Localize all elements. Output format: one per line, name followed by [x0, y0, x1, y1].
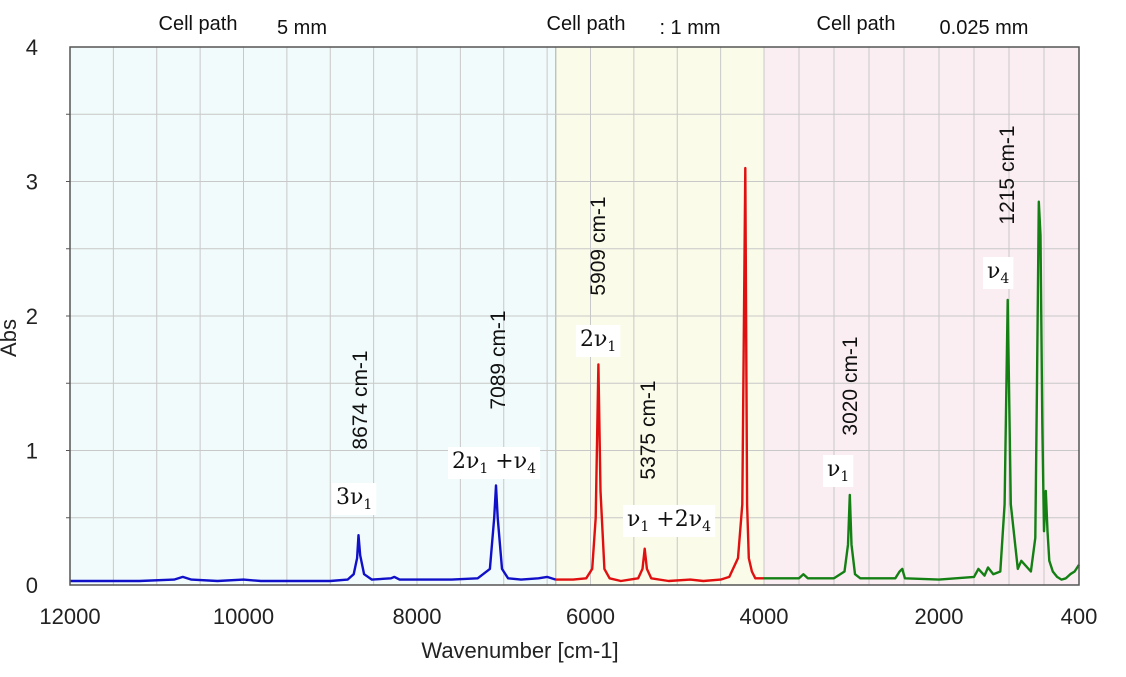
series-lines: [70, 166, 1081, 583]
series-line-2: [555, 166, 764, 583]
mode-label-background: [576, 325, 621, 357]
vibrational-mode-label: 3ν1: [336, 485, 372, 513]
mode-label-background: [448, 447, 541, 479]
mode-label-background: [332, 483, 377, 515]
mode-label-background: [983, 257, 1014, 289]
segment-label-1: Cell path: [159, 13, 238, 35]
segment-labels: Cell path 5 mm Cell path : 1 mm Cell path 0.0…: [159, 13, 1029, 39]
segment-path-value-1: 5 mm: [277, 17, 327, 39]
y-tick-label: 1: [26, 439, 38, 464]
x-tick-label: 2000: [915, 604, 964, 629]
x-tick-label: 400: [1061, 604, 1098, 629]
vibrational-mode-label: 2ν1 +ν4: [452, 449, 536, 477]
segment-label-2: Cell path: [547, 13, 626, 35]
series-line-3: [764, 200, 1081, 581]
y-tick-label: 2: [26, 304, 38, 329]
vibrational-mode-label: ν1: [827, 457, 849, 485]
plot-frame: [69, 46, 1080, 586]
x-axis-label: Wavenumber [cm-1]: [421, 638, 618, 663]
peak-wavenumber-label: 5909 cm-1: [587, 196, 610, 295]
peak-wavenumber-label: 5375 cm-1: [637, 380, 660, 479]
peak-wavenumber-label: 3020 cm-1: [839, 336, 862, 435]
vibrational-mode-label: 2ν1: [580, 327, 616, 355]
y-tick-label: 0: [26, 573, 38, 598]
y-axis-label: Abs: [0, 319, 21, 357]
x-tick-label: 10000: [213, 604, 274, 629]
mode-label-background: [623, 505, 716, 537]
peak-wavenumber-label: 1215 cm-1: [996, 125, 1019, 224]
segment-path-value-3: 0.025 mm: [940, 17, 1029, 39]
grid: [66, 47, 1079, 585]
peak-wavenumber-label: 7089 cm-1: [487, 310, 510, 409]
x-tick-label: 4000: [740, 604, 789, 629]
y-tick-label: 4: [26, 35, 38, 60]
mode-label-background: [823, 455, 854, 487]
segment-label-3: Cell path: [817, 13, 896, 35]
segment-path-value-2: : 1 mm: [659, 17, 720, 39]
y-tick-label: 3: [26, 170, 38, 195]
peak-wavenumber-label: 8674 cm-1: [349, 350, 372, 449]
x-tick-label: 6000: [566, 604, 615, 629]
x-tick-label: 12000: [39, 604, 100, 629]
x-tick-label: 8000: [393, 604, 442, 629]
series-line-1: [70, 484, 557, 583]
vibrational-mode-label: ν1 +2ν4: [627, 507, 711, 535]
vibrational-mode-label: ν4: [987, 259, 1009, 287]
peak-annotations: 8674 cm-1 3ν1 7089 cm-1 2ν1 +ν4 5909 cm-1 2…: [332, 125, 1019, 537]
